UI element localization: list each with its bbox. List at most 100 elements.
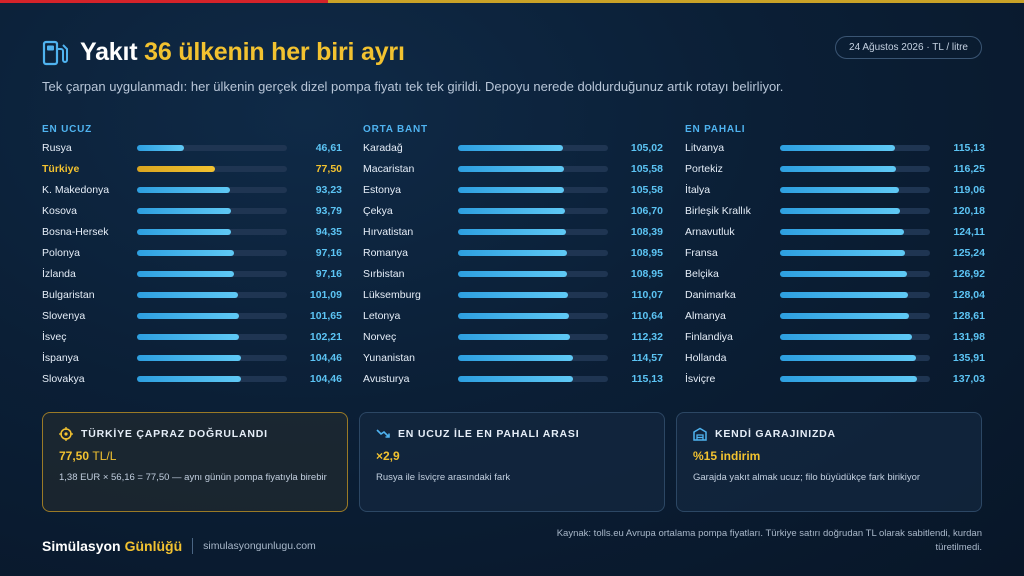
bar-row: Slovenya 101,65: [42, 306, 342, 327]
bar: [137, 376, 241, 382]
bar-value-label: 124,11: [953, 226, 985, 238]
bar: [458, 376, 573, 382]
bar-category-label: Danimarka: [685, 289, 736, 301]
bar-value-label: 126,92: [952, 268, 985, 280]
bar: [137, 334, 239, 340]
bar-row: İzlanda 97,16: [42, 264, 342, 285]
bar-value-label: 128,04: [952, 289, 985, 301]
bar-value-label: 93,79: [315, 205, 342, 217]
bar-category-label: Rusya: [42, 142, 72, 154]
bar-value-label: 105,58: [630, 184, 663, 196]
bar-row: Romanya 108,95: [363, 243, 663, 264]
bar-row: Norveç 112,32: [363, 327, 663, 348]
bar-category-label: Slovakya: [42, 373, 85, 385]
bar-row: Macaristan 105,58: [363, 159, 663, 180]
bar-row: Çekya 106,70: [363, 201, 663, 222]
trend-down-icon: [376, 429, 390, 438]
card-title: KENDİ GARAJINIZDA: [693, 427, 965, 441]
bar-track: [458, 313, 608, 319]
bar: [137, 208, 231, 214]
bar-category-label: K. Makedonya: [42, 184, 110, 196]
bar-track: [137, 334, 287, 340]
column-orta-bant: ORTA BANT Karadağ 105,02 Macaristan 105,58 E…: [363, 124, 663, 390]
bar-track: [780, 250, 930, 256]
bar-category-label: Avusturya: [363, 373, 410, 385]
bar-category-label: Hırvatistan: [363, 226, 414, 238]
bar-track: [458, 355, 608, 361]
card-description: Rusya ile İsviçre arasındaki fark: [376, 472, 511, 483]
target-icon: [59, 427, 73, 441]
bar-row: İtalya 119,06: [685, 180, 985, 201]
bar-list: Litvanya 115,13 Portekiz 116,25 İtalya 119,06…: [685, 138, 985, 390]
bar: [458, 187, 564, 193]
bar-track: [780, 271, 930, 277]
bar-track: [458, 250, 608, 256]
bar-track: [137, 313, 287, 319]
top-accent-red: [0, 0, 328, 3]
bar-value-label: 131,98: [952, 331, 985, 343]
bar-category-label: Sırbistan: [363, 268, 405, 280]
card-title: EN UCUZ İLE EN PAHALI ARASI: [376, 427, 648, 441]
bar-row: Finlandiya 131,98: [685, 327, 985, 348]
page-subtitle: Tek çarpan uygulanmadı: her ülkenin gerç…: [42, 79, 784, 94]
bar-category-label: Letonya: [363, 310, 401, 322]
bar-category-label: Çekya: [363, 205, 393, 217]
bar-list: Rusya 46,61 Türkiye 77,50 K. Makedonya 93,23 K…: [42, 138, 342, 390]
column-title: EN PAHALI: [685, 124, 746, 135]
bar-category-label: Karadağ: [363, 142, 403, 154]
bar-row: Arnavutluk 124,11: [685, 222, 985, 243]
bar-category-label: Belçika: [685, 268, 719, 280]
bar-track: [780, 355, 930, 361]
bar-category-label: Bulgaristan: [42, 289, 95, 301]
card-turkiye-verified: TÜRKİYE ÇAPRAZ DOĞRULANDI 77,50 TL/L 1,3…: [42, 412, 348, 512]
bar-row: Polonya 97,16: [42, 243, 342, 264]
bar-category-label: İspanya: [42, 352, 79, 364]
date-badge: 24 Ağustos 2026 · TL / litre: [835, 36, 982, 59]
bar: [780, 208, 900, 214]
card-value: %15 indirim: [693, 449, 761, 463]
bar: [137, 187, 230, 193]
bar-track: [137, 376, 287, 382]
bar-list: Karadağ 105,02 Macaristan 105,58 Estonya 105,…: [363, 138, 663, 390]
bar: [780, 313, 909, 319]
bar: [137, 271, 234, 277]
bar-category-label: Portekiz: [685, 163, 723, 175]
bar-value-label: 120,18: [952, 205, 985, 217]
brand-url[interactable]: simulasyongunlugu.com: [203, 540, 316, 552]
bar-track: [458, 187, 608, 193]
bar-value-label: 105,02: [630, 142, 663, 154]
bar-row: Yunanistan 114,57: [363, 348, 663, 369]
bar-row: K. Makedonya 93,23: [42, 180, 342, 201]
bar: [780, 187, 899, 193]
bar: [137, 313, 239, 319]
bar-category-label: Estonya: [363, 184, 401, 196]
bar-value-label: 115,13: [631, 373, 663, 385]
bar-track: [137, 250, 287, 256]
bar-track: [780, 145, 930, 151]
bar-value-label: 108,95: [630, 268, 663, 280]
bar-category-label: Türkiye: [42, 163, 80, 175]
card-title-text: KENDİ GARAJINIZDA: [715, 428, 836, 440]
bar-track: [780, 313, 930, 319]
bar-category-label: Yunanistan: [363, 352, 415, 364]
bar: [458, 145, 563, 151]
card-value-unit: TL/L: [92, 449, 117, 463]
bar-row: Birleşik Krallık 120,18: [685, 201, 985, 222]
bar-track: [780, 334, 930, 340]
bar: [458, 334, 570, 340]
bar-category-label: Kosova: [42, 205, 78, 217]
bar: [137, 229, 231, 235]
bar-value-label: 101,65: [309, 310, 342, 322]
bar-value-label: 106,70: [630, 205, 663, 217]
bar-category-label: Hollanda: [685, 352, 727, 364]
title-plain: Yakıt: [80, 38, 138, 66]
bar-value-label: 115,13: [953, 142, 985, 154]
bar: [458, 208, 565, 214]
bar-value-label: 114,57: [631, 352, 663, 364]
bar-value-label: 46,61: [315, 142, 342, 154]
bar-category-label: İsveç: [42, 331, 67, 343]
bar-value-label: 101,09: [309, 289, 342, 301]
bar-value-label: 104,46: [309, 373, 342, 385]
brand-primary: Simülasyon: [42, 538, 121, 554]
bar-category-label: Bosna-Hersek: [42, 226, 109, 238]
